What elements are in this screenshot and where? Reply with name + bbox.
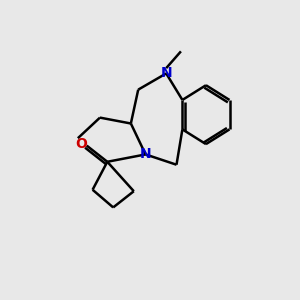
Text: O: O (76, 137, 87, 151)
Text: N: N (160, 66, 172, 80)
Text: N: N (140, 147, 152, 161)
